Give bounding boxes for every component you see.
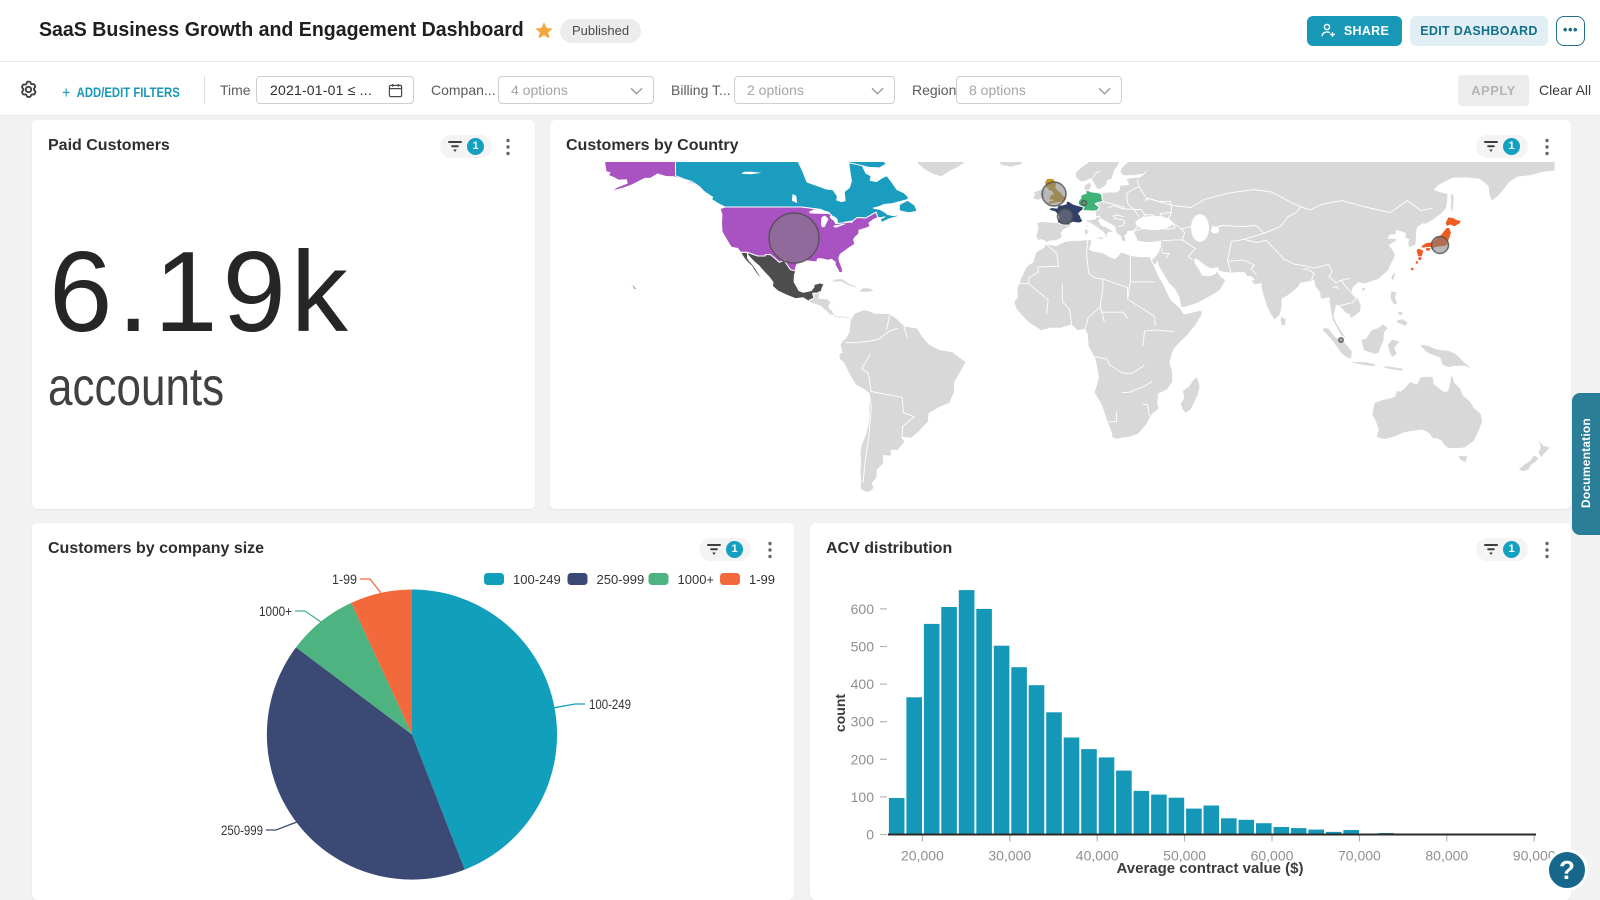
svg-text:80,000: 80,000	[1425, 848, 1468, 864]
svg-text:1-99: 1-99	[749, 572, 775, 587]
svg-text:70,000: 70,000	[1338, 848, 1381, 864]
svg-text:200: 200	[851, 751, 875, 767]
svg-text:400: 400	[851, 676, 875, 692]
svg-text:20,000: 20,000	[901, 848, 944, 864]
svg-text:1000+: 1000+	[259, 604, 292, 619]
svg-text:50,000: 50,000	[1163, 848, 1206, 864]
svg-text:Average contract value ($): Average contract value ($)	[1116, 860, 1303, 877]
svg-text:300: 300	[851, 714, 875, 730]
svg-text:40,000: 40,000	[1076, 848, 1119, 864]
svg-text:100-249: 100-249	[589, 697, 631, 712]
svg-text:60,000: 60,000	[1251, 848, 1294, 864]
svg-text:0: 0	[866, 827, 874, 843]
svg-text:1-99: 1-99	[332, 572, 357, 587]
svg-text:250-999: 250-999	[221, 823, 263, 838]
svg-text:100: 100	[851, 789, 875, 805]
svg-text:100-249: 100-249	[513, 572, 561, 587]
svg-text:1000+: 1000+	[678, 572, 715, 587]
svg-text:600: 600	[851, 601, 875, 617]
svg-text:500: 500	[851, 639, 875, 655]
svg-text:90,000: 90,000	[1513, 848, 1556, 864]
svg-text:250-999: 250-999	[597, 572, 645, 587]
svg-text:30,000: 30,000	[988, 848, 1031, 864]
svg-text:count: count	[832, 694, 848, 732]
